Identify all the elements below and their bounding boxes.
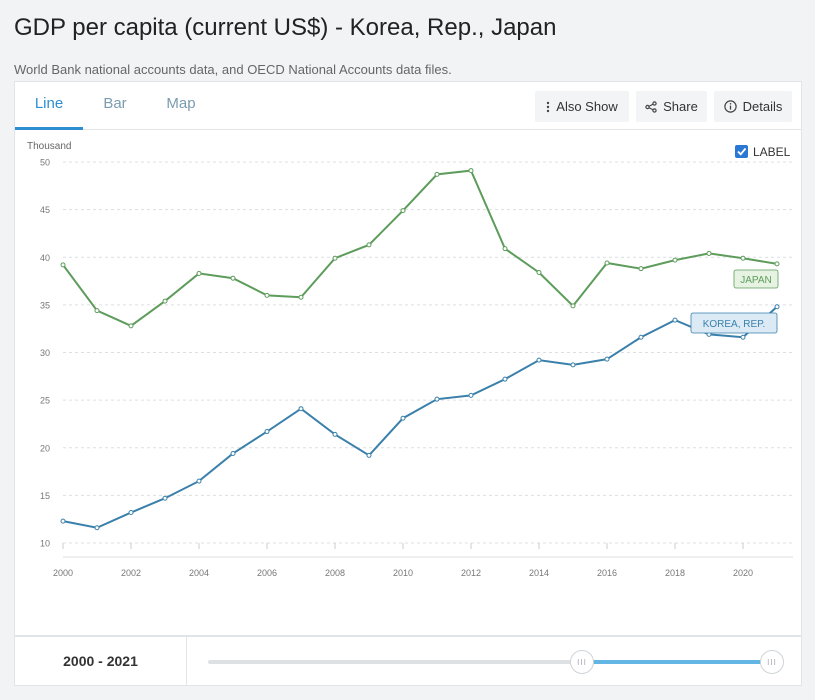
y-tick-label: 10: [40, 539, 50, 549]
data-point[interactable]: [128, 510, 134, 516]
slider-start-handle[interactable]: III: [570, 650, 594, 674]
data-point[interactable]: [366, 242, 372, 248]
data-point[interactable]: [468, 168, 474, 174]
x-tick-label: 2010: [393, 568, 413, 578]
data-point[interactable]: [604, 356, 610, 362]
x-tick-label: 2004: [189, 568, 209, 578]
data-point[interactable]: [604, 260, 610, 266]
share-button[interactable]: Share: [636, 91, 707, 122]
tab-line[interactable]: Line: [15, 82, 83, 130]
data-point[interactable]: [94, 308, 100, 314]
data-point[interactable]: [740, 255, 746, 261]
data-point[interactable]: [536, 357, 542, 363]
data-point[interactable]: [672, 257, 678, 263]
slider-end-handle[interactable]: III: [760, 650, 784, 674]
data-point[interactable]: [468, 392, 474, 398]
y-tick-label: 30: [40, 348, 50, 358]
data-point[interactable]: [400, 415, 406, 421]
chart-panel: Line Bar Map Also Show Share Details JAP…: [14, 81, 802, 636]
data-point[interactable]: [162, 495, 168, 501]
series-label-text: JAPAN: [740, 275, 772, 286]
data-point[interactable]: [638, 266, 644, 272]
info-icon: [723, 100, 737, 113]
check-icon: [737, 147, 747, 156]
data-point[interactable]: [60, 262, 66, 268]
x-tick-label: 2018: [665, 568, 685, 578]
data-point[interactable]: [298, 294, 304, 300]
x-tick-label: 2002: [121, 568, 141, 578]
data-point[interactable]: [298, 406, 304, 412]
data-point[interactable]: [332, 431, 338, 437]
data-point[interactable]: [332, 255, 338, 261]
data-point[interactable]: [264, 429, 270, 435]
tab-map[interactable]: Map: [166, 95, 196, 112]
series-line-japan[interactable]: [62, 169, 778, 327]
y-tick-label: 35: [40, 300, 50, 310]
data-point[interactable]: [706, 250, 712, 256]
x-tick-label: 2020: [733, 568, 753, 578]
y-tick-label: 45: [40, 205, 50, 215]
data-point[interactable]: [128, 323, 134, 329]
vertical-dots-icon: [547, 101, 550, 112]
y-tick-label: 50: [40, 158, 50, 168]
data-point[interactable]: [570, 303, 576, 309]
data-point[interactable]: [740, 334, 746, 340]
details-label: Details: [742, 99, 783, 114]
tab-bar: Line Bar Map Also Show Share Details: [15, 82, 801, 130]
data-point[interactable]: [502, 246, 508, 252]
range-footer: 2000 - 2021 III III: [14, 636, 802, 686]
data-point[interactable]: [570, 362, 576, 368]
data-point[interactable]: [638, 334, 644, 340]
data-point[interactable]: [60, 518, 66, 524]
data-point[interactable]: [774, 261, 780, 267]
data-point[interactable]: [434, 396, 440, 402]
data-point[interactable]: [774, 304, 780, 310]
data-point[interactable]: [230, 450, 236, 456]
series-label-japan: JAPAN: [733, 269, 779, 289]
data-point[interactable]: [196, 270, 202, 276]
data-point[interactable]: [502, 376, 508, 382]
series-label-box: [733, 269, 779, 289]
series-line-korea[interactable]: [62, 306, 778, 529]
year-slider-track[interactable]: [208, 660, 774, 664]
data-point[interactable]: [366, 452, 372, 458]
data-point[interactable]: [162, 298, 168, 304]
share-icon: [645, 100, 657, 113]
tab-bar-chart[interactable]: Bar: [103, 95, 127, 112]
data-point[interactable]: [672, 317, 678, 323]
label-toggle-text: LABEL: [753, 145, 791, 159]
also-show-label: Also Show: [556, 99, 618, 114]
line-chart: JAPAN KOREA, REP. Thousand 10 15 20 25 30 35 40 4…: [27, 141, 793, 578]
label-checkbox[interactable]: [735, 145, 748, 158]
year-slider-selected: [582, 660, 772, 664]
data-point[interactable]: [536, 269, 542, 275]
series-label-box: [690, 312, 778, 334]
x-tick-label: 2016: [597, 568, 617, 578]
data-point[interactable]: [264, 292, 270, 298]
share-label: Share: [663, 99, 698, 114]
page-title: GDP per capita (current US$) - Korea, Re…: [14, 14, 557, 41]
y-tick-label: 40: [40, 253, 50, 263]
x-tick-label: 2000: [53, 568, 73, 578]
also-show-button[interactable]: Also Show: [535, 91, 629, 122]
data-point[interactable]: [94, 525, 100, 531]
x-tick-label: 2008: [325, 568, 345, 578]
data-point[interactable]: [434, 171, 440, 177]
year-range-label: 2000 - 2021: [15, 637, 187, 685]
data-point[interactable]: [230, 275, 236, 281]
y-tick-label: 20: [40, 443, 50, 453]
details-button[interactable]: Details: [714, 91, 792, 122]
source-note: World Bank national accounts data, and O…: [14, 62, 452, 77]
series-label-text: KOREA, REP.: [703, 319, 766, 330]
series-label-korea: KOREA, REP.: [690, 312, 778, 334]
y-tick-label: 25: [40, 396, 50, 406]
x-tick-label: 2012: [461, 568, 481, 578]
x-tick-label: 2014: [529, 568, 549, 578]
y-tick-label: 15: [40, 491, 50, 501]
x-tick-label: 2006: [257, 568, 277, 578]
y-unit-label: Thousand: [27, 141, 71, 152]
data-point[interactable]: [400, 208, 406, 214]
data-point[interactable]: [196, 478, 202, 484]
